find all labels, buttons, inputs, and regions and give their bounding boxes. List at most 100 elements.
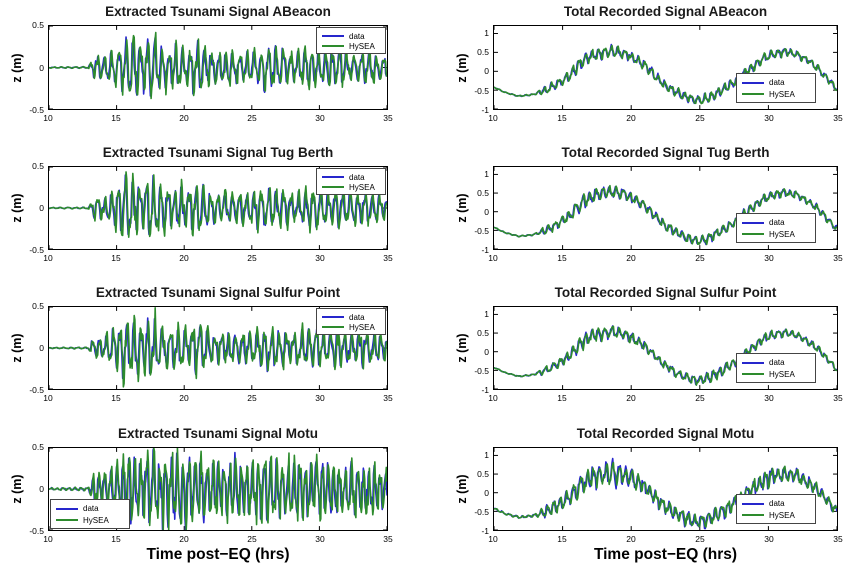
- data-legend-line-sample: [322, 316, 344, 318]
- y-axis-label-extracted-sulfur-point: z (m): [10, 333, 24, 363]
- x-tick-label: 25: [247, 253, 257, 263]
- legend-entry-data: data: [742, 77, 810, 88]
- legend-extracted-abeacon: data HySEA: [316, 27, 386, 54]
- y-tick-label: 0: [484, 66, 489, 77]
- y-tick-label: -0.5: [29, 105, 44, 115]
- y-tick-label: 1: [484, 308, 489, 319]
- y-axis-label-extracted-abeacon: z (m): [10, 52, 24, 83]
- legend-label: HySEA: [349, 182, 375, 192]
- y-tick-label: -0.5: [29, 526, 44, 536]
- x-axis-label-extracted-motu: Time post−EQ (hrs): [146, 546, 290, 563]
- axis-tick-marks: [49, 448, 387, 530]
- x-tick-label: 15: [111, 253, 121, 263]
- y-tick-label: -0.5: [29, 385, 44, 395]
- y-tick-label: 0: [39, 343, 44, 353]
- legend-label: HySEA: [83, 515, 109, 525]
- y-tick-label: 0: [484, 206, 489, 217]
- x-tick-label: 10: [488, 393, 498, 403]
- x-tick-label: 35: [383, 393, 393, 403]
- y-tick-label: 0: [39, 484, 44, 494]
- hysea-series-line-total-sulfur-point: [494, 325, 837, 386]
- legend-label: HySEA: [349, 322, 375, 332]
- y-tick-label: 1: [484, 27, 489, 38]
- plot-area-total-sulfur-point: [493, 306, 838, 390]
- y-tick-label: -0.5: [474, 506, 489, 517]
- legend-label: HySEA: [769, 369, 795, 379]
- y-tick-label: 0.5: [32, 442, 44, 452]
- y-tick-label: 0: [39, 62, 44, 73]
- x-tick-label: 30: [764, 393, 774, 403]
- legend-label: data: [769, 218, 785, 228]
- x-tick-label: 15: [111, 534, 121, 544]
- x-tick-label: 20: [179, 534, 189, 544]
- panel-title-extracted-tug-berth: Extracted Tsunami Signal Tug Berth: [102, 145, 334, 160]
- plot-svg-total-tug-berth: [494, 167, 837, 249]
- legend-total-motu: data HySEA: [736, 494, 816, 524]
- legend-label: HySEA: [769, 229, 795, 239]
- plot-svg-total-abeacon: [494, 26, 837, 109]
- x-tick-label: 20: [626, 113, 636, 123]
- plot-svg-total-motu: [494, 448, 837, 530]
- data-legend-line-sample: [742, 81, 764, 84]
- y-tick-label: -1: [481, 526, 489, 536]
- y-tick-label: -0.5: [474, 365, 489, 376]
- hysea-legend-line-sample: [322, 45, 344, 47]
- hysea-legend-line-sample: [742, 514, 764, 517]
- data-legend-line-sample: [742, 221, 764, 224]
- legend-entry-data: data: [322, 31, 380, 41]
- hysea-series-line-extracted-abeacon: [49, 31, 387, 100]
- y-tick-label: -1: [481, 245, 489, 255]
- hysea-legend-line-sample: [742, 373, 764, 376]
- plot-svg-extracted-tug-berth: [49, 167, 387, 249]
- x-tick-label: 25: [695, 534, 705, 544]
- x-tick-label: 20: [626, 534, 636, 544]
- legend-label: data: [769, 499, 785, 509]
- legend-entry-data: data: [742, 217, 810, 228]
- hysea-series-line-extracted-motu: [49, 448, 387, 530]
- y-tick-label: 0.5: [477, 47, 489, 58]
- hysea-legend-line-sample: [742, 233, 764, 236]
- x-tick-label: 20: [179, 393, 189, 403]
- panel-title-extracted-motu: Extracted Tsunami Signal Motu: [117, 426, 319, 441]
- panel-title-total-motu: Total Recorded Signal Motu: [576, 426, 755, 441]
- x-tick-label: 10: [43, 534, 53, 544]
- legend-entry-hysea: HySEA: [742, 89, 810, 100]
- x-tick-label: 10: [488, 534, 498, 544]
- legend-entry-hysea: HySEA: [742, 510, 810, 521]
- x-tick-label: 25: [247, 113, 257, 123]
- legend-entry-data: data: [322, 172, 380, 182]
- legend-label: HySEA: [349, 41, 375, 51]
- axis-tick-marks: [494, 167, 837, 249]
- x-tick-label: 35: [833, 393, 843, 403]
- legend-entry-hysea: HySEA: [742, 369, 810, 380]
- x-tick-label: 30: [315, 534, 325, 544]
- x-tick-label: 30: [315, 253, 325, 263]
- panel-title-extracted-abeacon: Extracted Tsunami Signal ABeacon: [105, 4, 331, 19]
- y-tick-label: 1: [484, 168, 489, 179]
- x-tick-label: 30: [764, 253, 774, 263]
- legend-label: data: [349, 172, 365, 182]
- data-legend-line-sample: [322, 176, 344, 178]
- panel-title-total-tug-berth: Total Recorded Signal Tug Berth: [561, 145, 770, 160]
- hysea-legend-line-sample: [56, 519, 78, 522]
- x-tick-label: 15: [111, 113, 121, 123]
- hysea-series-line-total-tug-berth: [494, 184, 837, 246]
- x-tick-label: 15: [557, 534, 567, 544]
- legend-label: data: [769, 78, 785, 88]
- plot-area-total-motu: [493, 447, 838, 531]
- x-tick-label: 25: [695, 393, 705, 403]
- x-tick-label: 25: [247, 393, 257, 403]
- hysea-legend-line-sample: [742, 93, 764, 96]
- hysea-series-line-total-motu: [494, 461, 837, 528]
- panel-title-total-abeacon: Total Recorded Signal ABeacon: [563, 4, 768, 19]
- legend-extracted-sulfur-point: data HySEA: [316, 308, 386, 335]
- x-tick-label: 15: [111, 393, 121, 403]
- y-tick-label: -1: [481, 105, 489, 115]
- legend-entry-hysea: HySEA: [322, 322, 380, 332]
- x-tick-label: 15: [557, 393, 567, 403]
- y-axis-label-total-motu: z (m): [455, 474, 469, 504]
- legend-total-sulfur-point: data HySEA: [736, 353, 816, 383]
- y-tick-label: -0.5: [29, 245, 44, 255]
- y-tick-label: -0.5: [474, 85, 489, 96]
